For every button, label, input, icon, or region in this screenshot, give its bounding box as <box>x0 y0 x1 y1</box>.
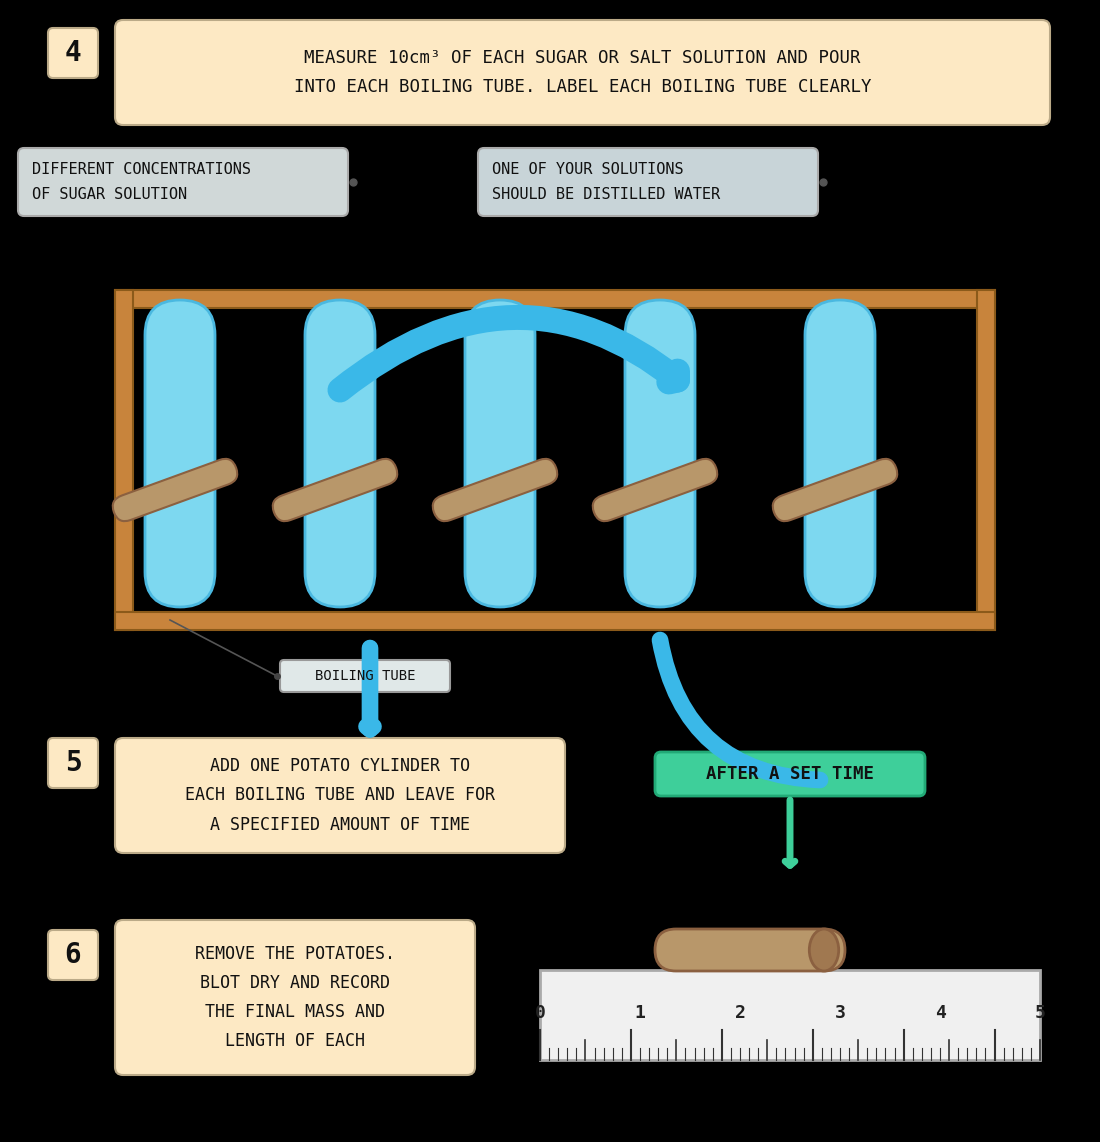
Text: 4: 4 <box>65 39 81 67</box>
FancyBboxPatch shape <box>18 148 348 216</box>
FancyBboxPatch shape <box>593 459 717 521</box>
Text: 6: 6 <box>65 941 81 970</box>
Text: 1: 1 <box>635 1004 646 1022</box>
FancyBboxPatch shape <box>805 300 874 608</box>
Text: AFTER A SET TIME: AFTER A SET TIME <box>706 765 875 783</box>
FancyBboxPatch shape <box>654 928 845 971</box>
FancyBboxPatch shape <box>772 459 898 521</box>
FancyBboxPatch shape <box>145 300 214 608</box>
FancyBboxPatch shape <box>116 21 1050 124</box>
Ellipse shape <box>810 928 838 971</box>
FancyBboxPatch shape <box>280 660 450 692</box>
FancyBboxPatch shape <box>116 612 996 630</box>
Text: BOILING TUBE: BOILING TUBE <box>315 669 416 683</box>
FancyBboxPatch shape <box>116 290 996 308</box>
FancyBboxPatch shape <box>112 459 238 521</box>
FancyBboxPatch shape <box>625 300 695 608</box>
Text: 5: 5 <box>1035 1004 1045 1022</box>
Text: ADD ONE POTATO CYLINDER TO
EACH BOILING TUBE AND LEAVE FOR
A SPECIFIED AMOUNT OF: ADD ONE POTATO CYLINDER TO EACH BOILING … <box>185 757 495 834</box>
FancyBboxPatch shape <box>116 738 565 853</box>
Text: MEASURE 10cm³ OF EACH SUGAR OR SALT SOLUTION AND POUR
INTO EACH BOILING TUBE. LA: MEASURE 10cm³ OF EACH SUGAR OR SALT SOLU… <box>294 49 871 96</box>
FancyBboxPatch shape <box>654 751 925 796</box>
Text: DIFFERENT CONCENTRATIONS
OF SUGAR SOLUTION: DIFFERENT CONCENTRATIONS OF SUGAR SOLUTI… <box>32 162 251 202</box>
FancyBboxPatch shape <box>116 920 475 1075</box>
Text: ONE OF YOUR SOLUTIONS
SHOULD BE DISTILLED WATER: ONE OF YOUR SOLUTIONS SHOULD BE DISTILLE… <box>492 162 720 202</box>
FancyBboxPatch shape <box>305 300 375 608</box>
FancyBboxPatch shape <box>48 930 98 980</box>
FancyBboxPatch shape <box>48 29 98 78</box>
FancyBboxPatch shape <box>48 738 98 788</box>
Text: REMOVE THE POTATOES.
BLOT DRY AND RECORD
THE FINAL MASS AND
LENGTH OF EACH: REMOVE THE POTATOES. BLOT DRY AND RECORD… <box>195 944 395 1051</box>
Text: 3: 3 <box>835 1004 846 1022</box>
FancyBboxPatch shape <box>977 290 996 630</box>
FancyBboxPatch shape <box>273 459 397 521</box>
Text: 2: 2 <box>735 1004 746 1022</box>
Text: 0: 0 <box>535 1004 546 1022</box>
FancyBboxPatch shape <box>478 148 818 216</box>
FancyBboxPatch shape <box>540 970 1040 1060</box>
FancyBboxPatch shape <box>116 290 133 630</box>
FancyBboxPatch shape <box>465 300 535 608</box>
FancyBboxPatch shape <box>432 459 558 521</box>
Text: 5: 5 <box>65 749 81 777</box>
Text: 4: 4 <box>935 1004 945 1022</box>
